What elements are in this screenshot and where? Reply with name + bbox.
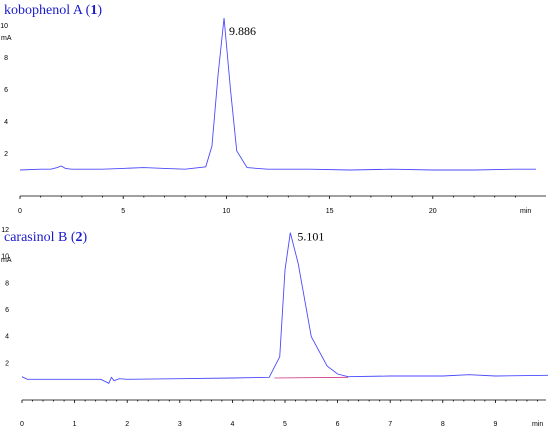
y-tick-label: 2	[4, 151, 8, 158]
y-tick-label: 2	[5, 360, 9, 367]
y-tick-label: 4	[4, 119, 8, 126]
x-tick-label: 4	[230, 421, 234, 428]
x-tick-label: 5	[121, 208, 125, 215]
chart-title-1: kobophenol A (1)	[4, 3, 102, 18]
peak-label-1: 9.886	[229, 24, 256, 38]
y-tick-label: 8	[4, 55, 8, 62]
chart-title-2: carasinol B (2)	[4, 230, 88, 245]
series-line-1	[19, 17, 536, 171]
x-tick-label: 20	[429, 208, 437, 215]
y-ticks-1: 2 4 6 8 10	[0, 23, 8, 158]
y-tick-label: 4	[5, 334, 9, 341]
x-tick-label: 3	[178, 421, 182, 428]
x-ticks-2: 0 1 2 3 4 5 6 7 8 9	[20, 400, 538, 428]
y-tick-label: 10	[0, 23, 8, 30]
y-tick-label: 6	[5, 307, 9, 314]
x-tick-label: 6	[336, 421, 340, 428]
y-tick-label: 10	[1, 254, 9, 261]
x-tick-label: 10	[223, 208, 231, 215]
y-unit-label-2: mA	[1, 257, 12, 264]
x-tick-label: 9	[493, 421, 497, 428]
x-ticks-1: 0 5 10 15 20	[18, 196, 516, 215]
x-tick-label: 15	[326, 208, 334, 215]
x-tick-label: 7	[388, 421, 392, 428]
x-tick-label: 0	[20, 421, 24, 428]
x-tick-label: 2	[125, 421, 129, 428]
x-unit-label-1: min	[520, 208, 531, 215]
series-line-2	[21, 232, 549, 384]
x-unit-label-2: min	[532, 421, 543, 428]
y-tick-label: 6	[4, 87, 8, 94]
y-tick-label: 12	[1, 227, 9, 234]
x-tick-label: 8	[441, 421, 445, 428]
peak-label-2: 5.101	[297, 230, 324, 244]
y-tick-label: 8	[5, 280, 9, 287]
y-ticks-2: 2 4 6 8 10 12	[1, 227, 9, 367]
x-tick-label: 5	[283, 421, 287, 428]
y-unit-label-1: mA	[1, 35, 12, 42]
integration-baseline-2	[274, 376, 349, 379]
x-tick-label: 1	[73, 421, 77, 428]
x-tick-label: 0	[18, 208, 22, 215]
